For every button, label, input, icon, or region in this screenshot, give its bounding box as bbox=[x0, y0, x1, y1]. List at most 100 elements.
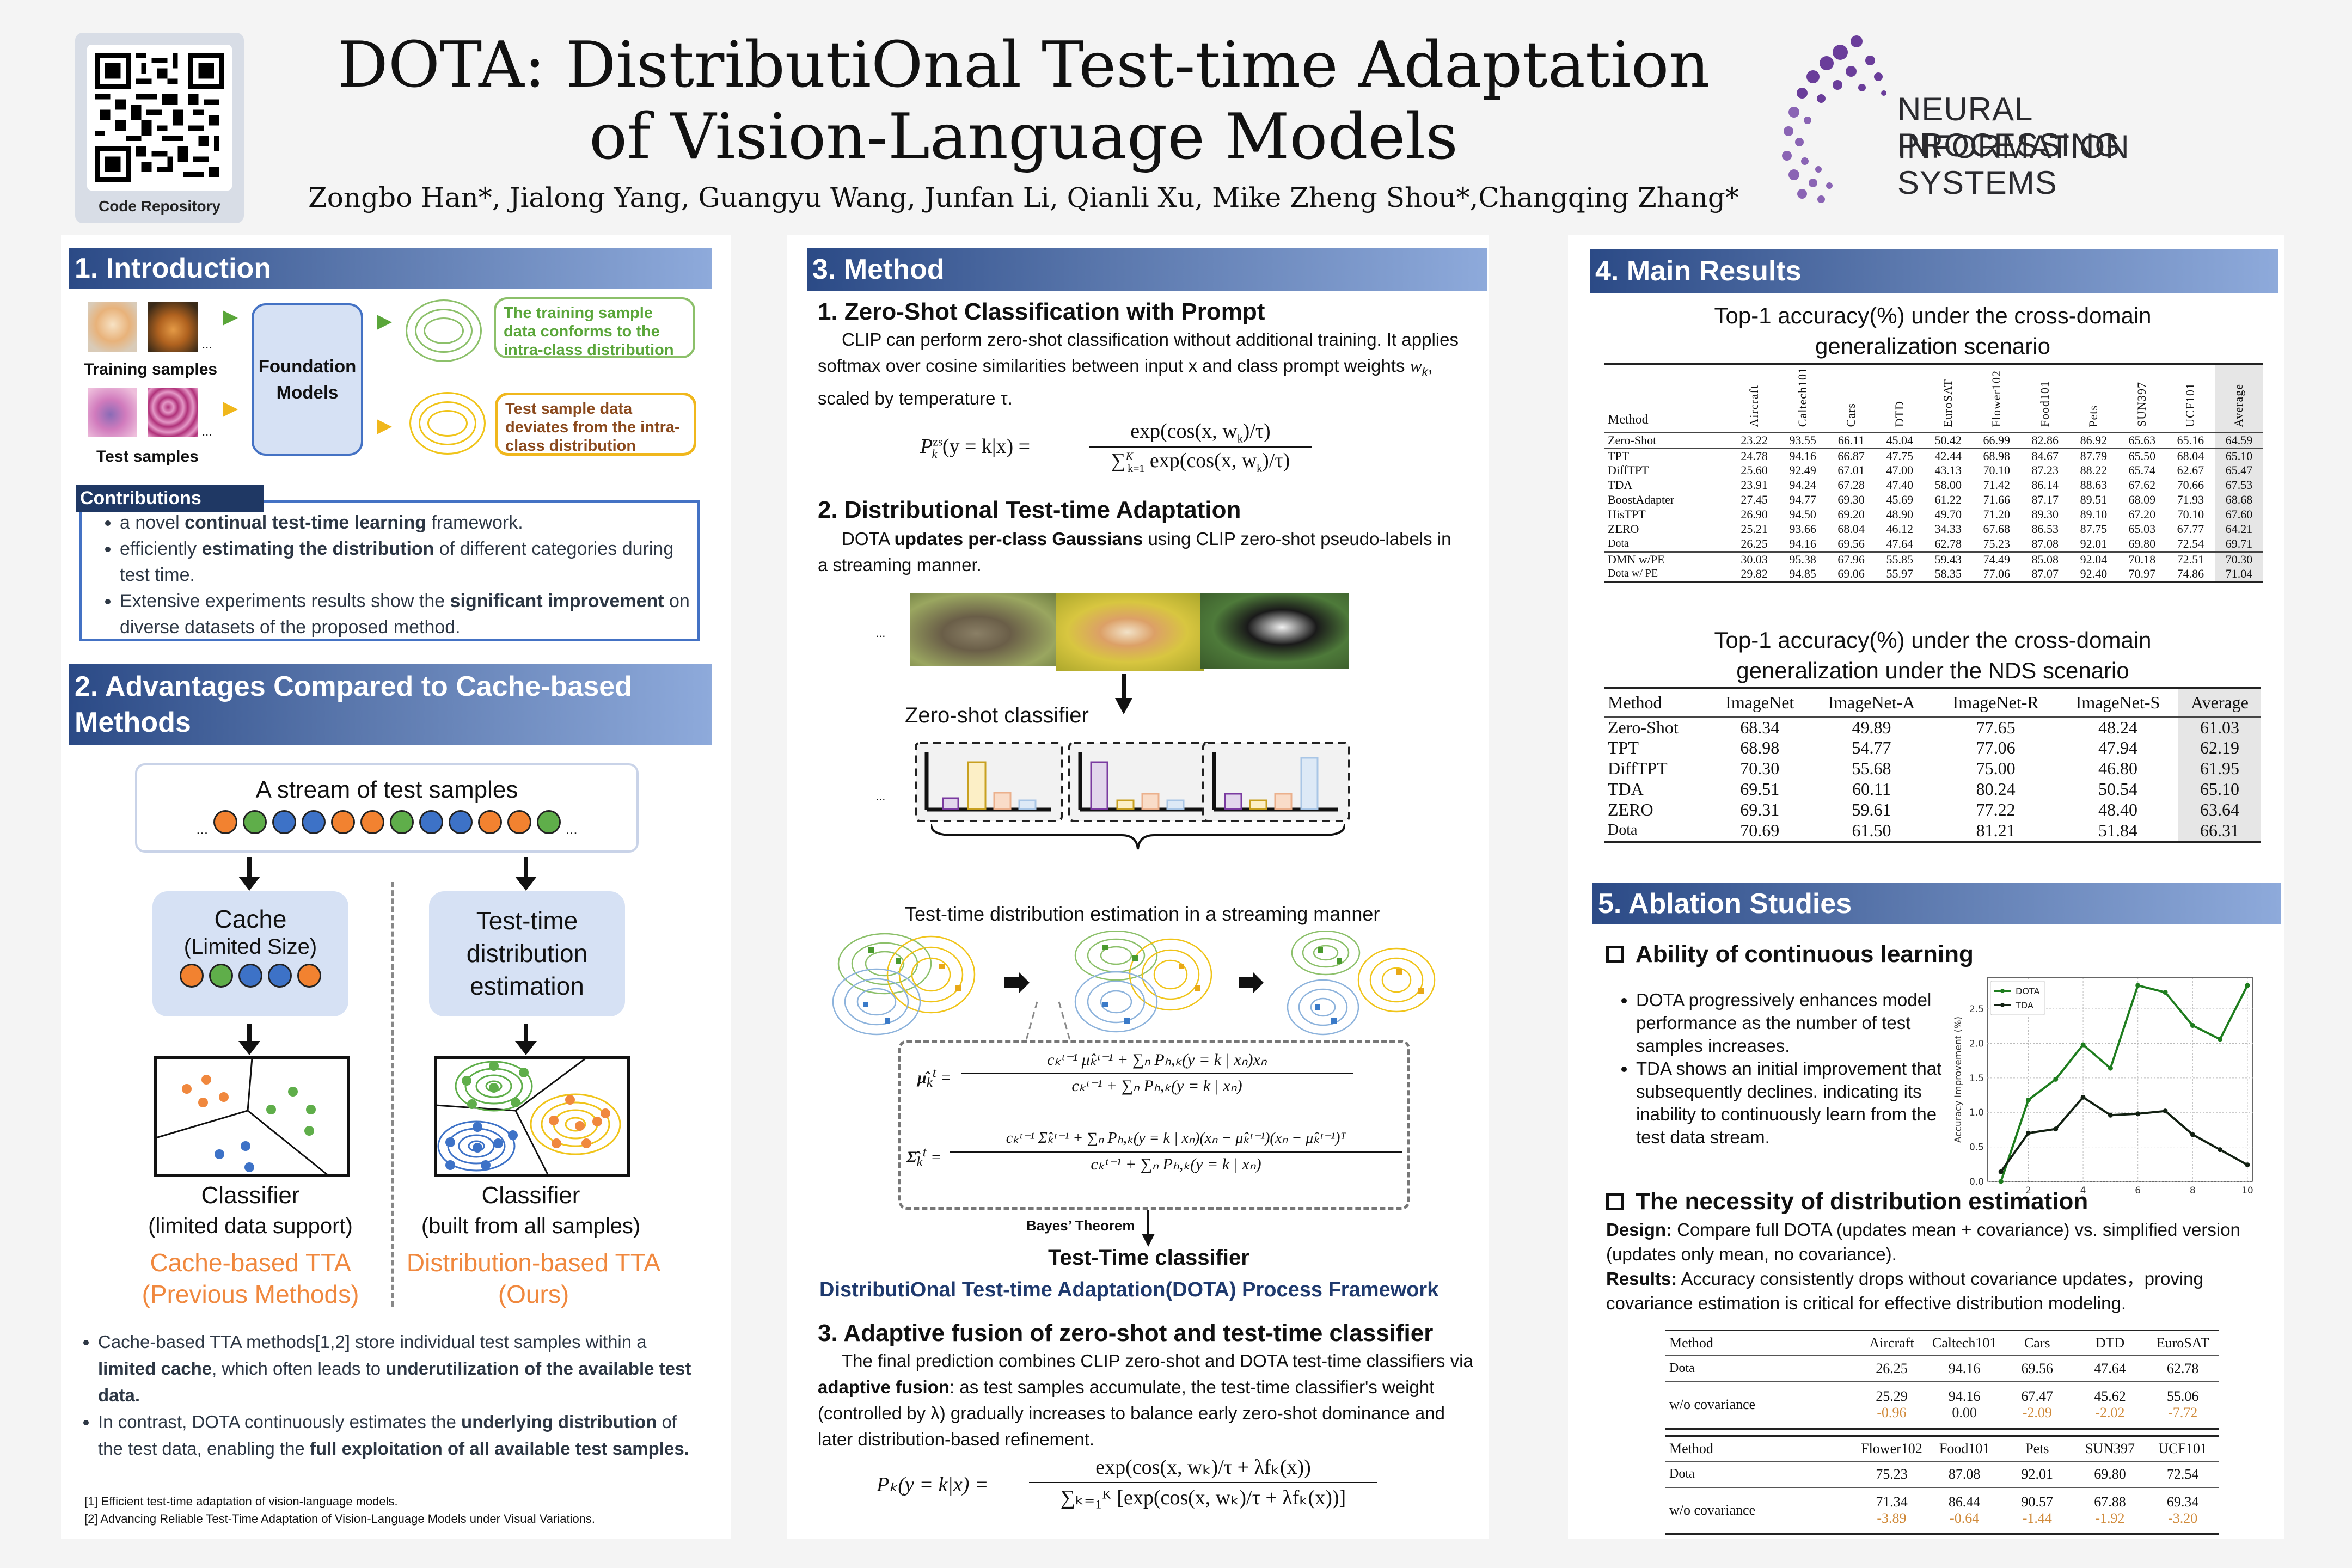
equation-zero-shot: Pzsk (y = k|x) = exp(cos(x, wk)/τ) ∑Kk=1… bbox=[920, 419, 1334, 479]
dist-tta-label: Distribution-based TTA (Ours) bbox=[406, 1248, 661, 1308]
cat-image bbox=[910, 593, 1057, 666]
table-cell: 65.10 bbox=[2178, 779, 2261, 800]
table-cell: 87.79 bbox=[2080, 449, 2108, 463]
train-distribution-icon bbox=[406, 299, 482, 362]
continuous-learning-chart: 0.0 0.5 1.0 1.5 2.0 2.5 2 4 6 8 10 Test Samples See… bbox=[1953, 977, 2253, 1198]
table-cell: 55.97 bbox=[1886, 566, 1913, 580]
table-row: TDA 23.91 94.24 67.28 47.40 58.00 71.42 86.14 88… bbox=[1604, 477, 2263, 493]
qr-code[interactable] bbox=[87, 45, 232, 191]
data-point-dota bbox=[2108, 1065, 2113, 1071]
table-cell: 45.04 bbox=[1886, 433, 1913, 447]
table-cell: 68.98 bbox=[1983, 449, 2011, 463]
series-line-dota bbox=[2000, 984, 2249, 1182]
table-cell: 75.23 bbox=[1876, 1466, 1908, 1482]
cache-title: Cache bbox=[214, 905, 287, 933]
method-s2-title: 2. Distributional Test-time Adaptation bbox=[818, 497, 1241, 523]
column-header: Method bbox=[1608, 412, 1649, 427]
table-cell: Dota bbox=[1608, 822, 1638, 838]
table-cell: 67.28 bbox=[1837, 478, 1865, 492]
column-header: ImageNet bbox=[1725, 692, 1794, 712]
y-tick-label: 1.0 bbox=[1969, 1107, 1984, 1118]
qr-caption: Code Repository bbox=[98, 198, 221, 215]
table-cell: 70.30 bbox=[2214, 552, 2263, 567]
table-cell: 89.51 bbox=[2080, 493, 2108, 506]
ablation-a1-bullets: DOTA progressively enhances model perfor… bbox=[1609, 989, 1957, 1149]
table-cell: 49.89 bbox=[1852, 717, 1891, 737]
table-cell: 62.78 bbox=[1934, 536, 1962, 550]
column-header: Method bbox=[1669, 1334, 1713, 1351]
fusion-lhs: Pₖ(y = k|x) = bbox=[877, 1473, 989, 1496]
table-cell: 65.47 bbox=[2214, 463, 2263, 478]
legend-marker bbox=[2000, 1003, 2005, 1007]
table-cell: 88.63 bbox=[2080, 478, 2108, 492]
dist-classifier-caption: Classifier (built from all samples) bbox=[400, 1180, 661, 1241]
table-cell: 68.04 bbox=[1837, 522, 1865, 536]
table-cell: 65.63 bbox=[2128, 433, 2156, 447]
table-cell: 65.03 bbox=[2128, 522, 2156, 536]
table-cell: 69.31 bbox=[1740, 800, 1780, 819]
table-row: TPT 68.98 54.77 77.06 47.94 62.19 bbox=[1604, 737, 2261, 758]
intro-heading: 1. Introduction bbox=[69, 248, 712, 289]
table-cell: Dota bbox=[1669, 1361, 1695, 1375]
y-tick-label: 1.5 bbox=[1969, 1073, 1984, 1084]
column-header: Caltech101 bbox=[1932, 1334, 1997, 1351]
table-cell: 67.20 bbox=[2128, 507, 2156, 521]
table1-title: Top-1 accuracy(%) under the cross-domain… bbox=[1714, 303, 2152, 359]
method-s1-title: 1. Zero-Shot Classification with Prompt bbox=[818, 298, 1265, 325]
delta-value: -7.72 bbox=[2168, 1405, 2198, 1420]
test-time-classifier-label: Test-Time classifier bbox=[1048, 1246, 1250, 1270]
column-header: UCF101 bbox=[2158, 1441, 2207, 1456]
yellow-arrow-icon bbox=[223, 402, 238, 417]
table-cell: 92.01 bbox=[2021, 1466, 2054, 1482]
table-cell: 70.97 bbox=[2128, 566, 2156, 580]
table-header-row: Method Flower102 Food101 Pets SUN397 UCF101 bbox=[1665, 1436, 2219, 1461]
delta-value: -2.02 bbox=[2095, 1405, 2125, 1420]
table-cell: 67.68 bbox=[1983, 522, 2011, 536]
table-cell: 47.64 bbox=[2094, 1360, 2126, 1376]
column-header: Pets bbox=[2086, 405, 2100, 427]
data-point-dota bbox=[2218, 1037, 2223, 1042]
test-callout: Test sample data deviates from the intra… bbox=[495, 393, 696, 456]
dog-image bbox=[1056, 593, 1204, 671]
table-row: Dota 26.25 94.16 69.56 47.64 62.78 75.23 87.08 9… bbox=[1604, 536, 2263, 552]
table-cell: 64.59 bbox=[2214, 432, 2263, 448]
table-cell: ZERO bbox=[1608, 800, 1653, 819]
table-cell: 59.43 bbox=[1934, 552, 1962, 566]
covariance-ablation-table: Method Aircraft Caltech101 Cars DTD EuroSAT Do… bbox=[1665, 1330, 2219, 1535]
table-cell: 71.42 bbox=[1983, 478, 2011, 492]
table-cell: 68.68 bbox=[2214, 492, 2263, 507]
arrow-head-icon bbox=[238, 1041, 260, 1055]
table-cell: 87.07 bbox=[2031, 566, 2059, 580]
table-cell: 71.20 bbox=[1983, 507, 2011, 521]
method-s3-title: 3. Adaptive fusion of zero-shot and test… bbox=[818, 1320, 1434, 1346]
ablation-a1-title: Ability of continuous learning bbox=[1606, 941, 1974, 968]
nds-table: Method ImageNet ImageNet-A ImageNet-R ImageN… bbox=[1604, 687, 2261, 843]
y-tick-label: 0.0 bbox=[1969, 1177, 1984, 1187]
fusion-numerator: exp(cos(x, wₖ)/τ + λfₖ(x)) bbox=[1095, 1456, 1311, 1479]
table-cell: 30.03 bbox=[1741, 552, 1768, 566]
table-cell: TDA bbox=[1608, 779, 1644, 799]
table-cell: 68.98 bbox=[1740, 738, 1780, 757]
column-header: Caltech101 bbox=[1796, 367, 1810, 427]
table-row: Dota 26.25 94.16 69.56 47.64 62.78 bbox=[1665, 1356, 2219, 1382]
table-cell: 69.30 bbox=[1837, 493, 1865, 506]
table-cell: 69.34 -3.20 bbox=[2166, 1494, 2199, 1526]
contributions-box bbox=[79, 500, 700, 641]
y-tick-label: 2.0 bbox=[1969, 1038, 1984, 1049]
column-header: Average bbox=[2214, 364, 2263, 432]
legend-label: DOTA bbox=[2016, 986, 2039, 996]
table-cell: 63.64 bbox=[2178, 799, 2261, 820]
table-cell: 55.06 -7.72 bbox=[2166, 1388, 2199, 1420]
table-cell: TDA bbox=[1608, 478, 1633, 492]
data-point-tda bbox=[2025, 1130, 2031, 1136]
table-cell: 75.23 bbox=[1983, 536, 2011, 550]
data-point-tda bbox=[2080, 1094, 2086, 1100]
advantages-heading: 2. Advantages Compared to Cache-based Me… bbox=[69, 664, 712, 745]
method-s3-text: The final prediction combines CLIP zero-… bbox=[818, 1351, 1473, 1449]
stream-estimation-label: Test-time distribution estimation in a s… bbox=[905, 903, 1380, 925]
column-header: UCF101 bbox=[2183, 382, 2197, 427]
table-cell: 24.78 bbox=[1741, 449, 1768, 463]
table-row: DiffTPT 25.60 92.49 67.01 47.00 43.13 70.10 87.… bbox=[1604, 463, 2263, 478]
column-1 bbox=[61, 235, 731, 1539]
table-cell: DiffTPT bbox=[1608, 758, 1668, 778]
